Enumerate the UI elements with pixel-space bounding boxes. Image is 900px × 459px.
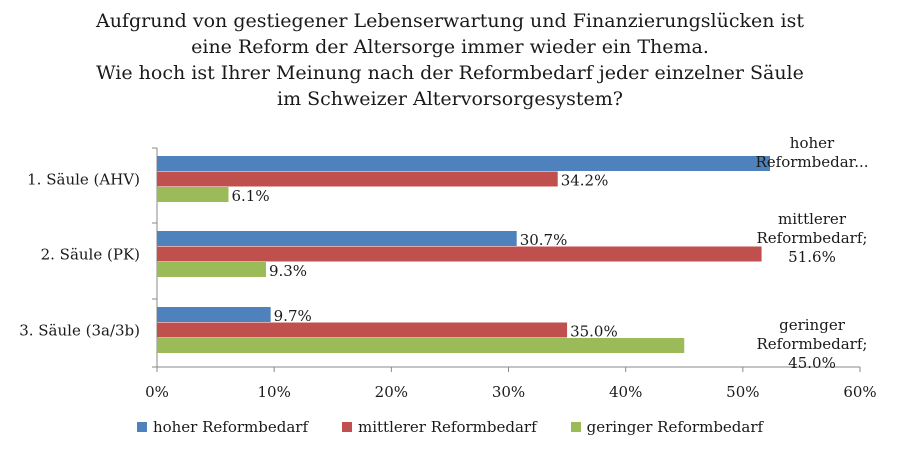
legend-item-geringer: geringer Reformbedarf (570, 418, 764, 436)
title-line: Aufgrund von gestiegener Lebenserwartung… (95, 10, 805, 32)
bar (157, 322, 568, 338)
callout-label: geringer (779, 316, 846, 334)
category-label: 1. Säule (AHV) (27, 170, 140, 188)
data-label: 35.0% (570, 323, 618, 341)
callout-label: mittlerer (778, 210, 847, 228)
data-label: 34.2% (561, 172, 609, 190)
x-tick-label: 60% (843, 383, 876, 401)
callout-label: hoher (790, 134, 835, 152)
legend-label: hoher Reformbedarf (152, 418, 308, 436)
data-label: 9.7% (274, 307, 312, 325)
legend-swatch (342, 422, 352, 432)
data-label: 9.3% (269, 262, 307, 280)
bar (157, 246, 762, 262)
title-line: im Schweizer Altervorsorgesystem? (277, 88, 623, 110)
legend-item-hoher: hoher Reformbedarf (136, 418, 308, 436)
x-tick-label: 20% (375, 383, 408, 401)
x-tick-label: 30% (492, 383, 525, 401)
bar (157, 231, 517, 246)
callout-label: Reformbedarf; (757, 229, 868, 247)
bar (157, 171, 558, 187)
title-line: eine Reform der Altersorge immer wieder … (191, 36, 709, 58)
bar (157, 262, 266, 277)
x-tick-label: 0% (145, 383, 169, 401)
legend: hoher Reformbedarf mittlerer Reformbedar… (0, 418, 900, 436)
callout-label: Reformbedarf; (757, 335, 868, 353)
legend-swatch (136, 422, 147, 432)
legend-label: geringer Reformbedarf (586, 418, 764, 436)
x-tick-label: 50% (726, 383, 759, 401)
title-line: Wie hoch ist Ihrer Meinung nach der Refo… (96, 62, 804, 84)
bar (157, 187, 229, 202)
x-tick-label: 40% (609, 383, 642, 401)
chart-title: Aufgrund von gestiegener Lebenserwartung… (0, 8, 900, 112)
data-label: 30.7% (520, 231, 568, 249)
bar (157, 338, 685, 353)
data-label: 6.1% (231, 187, 269, 205)
legend-label: mittlerer Reformbedarf (358, 418, 537, 436)
category-label: 3. Säule (3a/3b) (19, 321, 140, 339)
category-label: 2. Säule (PK) (41, 245, 140, 263)
x-tick-label: 10% (257, 383, 290, 401)
callout-label: 45.0% (788, 354, 836, 372)
bar (157, 156, 770, 171)
callout-label: Reformbedar... (756, 153, 869, 171)
legend-swatch (570, 422, 581, 432)
legend-item-mittlerer: mittlerer Reformbedarf (342, 418, 537, 436)
bar (157, 307, 271, 322)
callout-label: 51.6% (788, 248, 836, 266)
